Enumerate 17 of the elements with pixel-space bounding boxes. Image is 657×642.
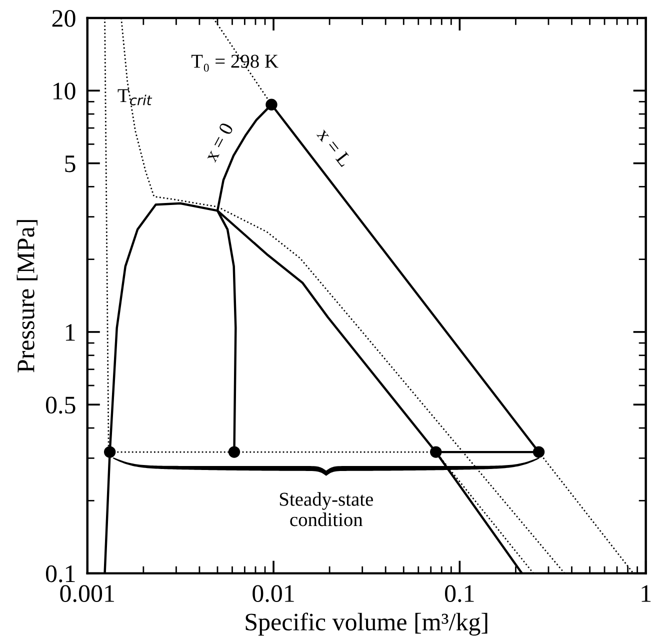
x-tick-label: 0.01: [252, 585, 294, 602]
annotation: T₀ = 298 K: [191, 54, 278, 72]
y-tick-label: 20: [52, 10, 76, 27]
x-tick-label: 0.001: [60, 585, 114, 602]
y-tick-label: 1: [66, 324, 75, 341]
annotation: x = 0: [204, 122, 234, 163]
annotation: T$_{crit}$: [118, 89, 152, 106]
y-axis-title: Pressure [MPa]: [16, 220, 38, 372]
annotation: x = L: [316, 126, 352, 168]
x-tick-label: 0.1: [445, 585, 474, 602]
y-tick-label: 10: [53, 82, 76, 100]
y-tick-label: 0.5: [46, 396, 76, 414]
x-tick-label: 1: [642, 585, 651, 602]
annotation: Steady-state condition: [280, 492, 373, 526]
y-tick-label: 0.1: [46, 565, 75, 582]
x-axis-title: Specific volume [m³/kg]: [246, 612, 488, 636]
y-tick-label: 5: [65, 156, 76, 172]
